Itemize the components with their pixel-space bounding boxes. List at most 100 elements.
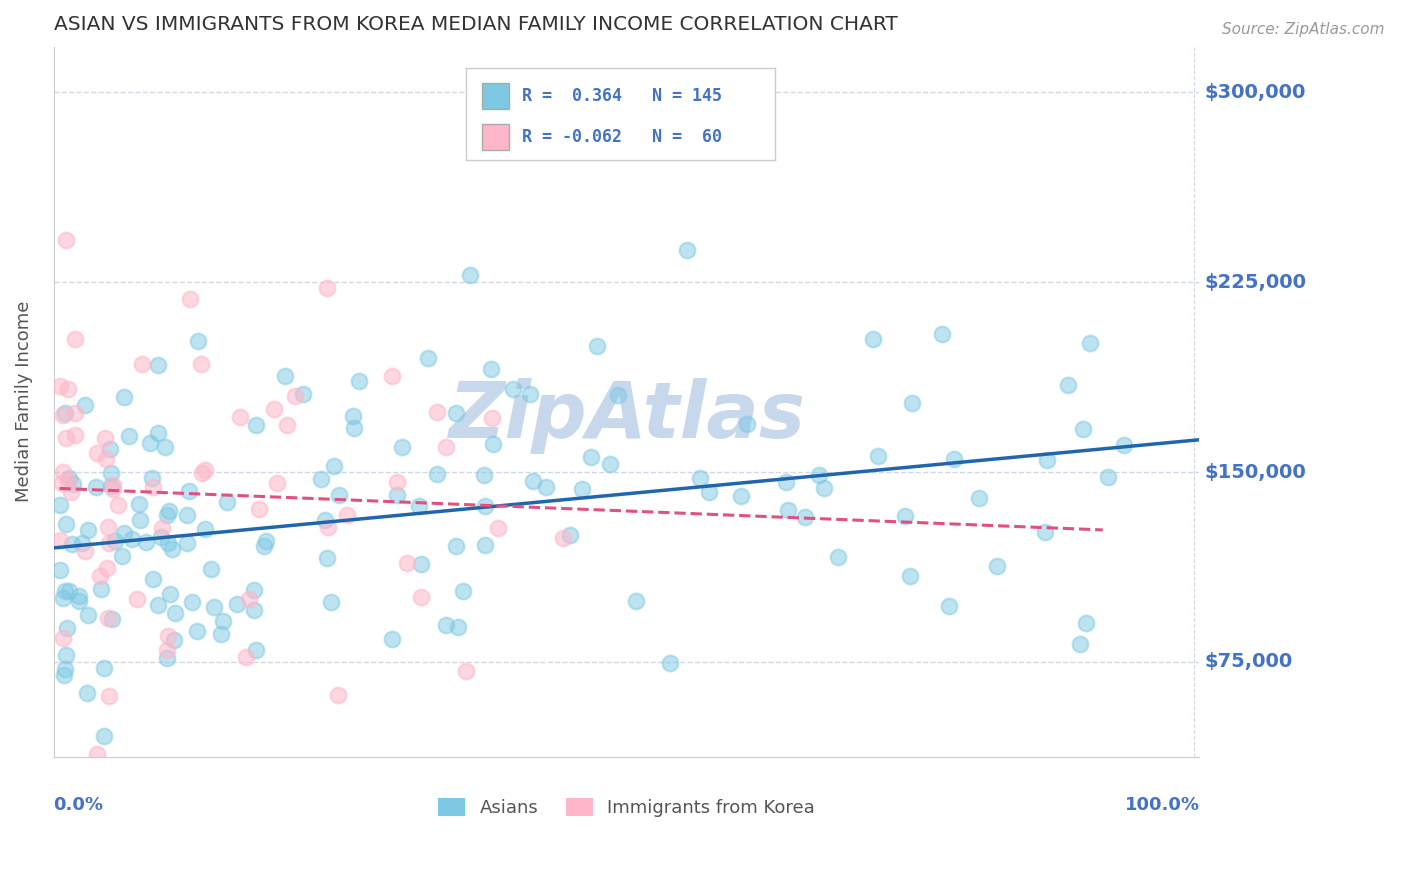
Point [101, 482, 124, 496]
Point [73, 398, 96, 412]
Point [65, 428, 87, 442]
Point [1112, 438, 1135, 452]
Point [97, 520, 120, 534]
Point [142, 480, 165, 494]
Point [52, 465, 75, 479]
Point [326, 689, 349, 703]
Point [451, 584, 474, 599]
Point [502, 382, 524, 396]
Point [156, 536, 179, 550]
Point [898, 568, 921, 582]
Point [599, 457, 621, 471]
Point [163, 606, 186, 620]
Point [426, 467, 449, 481]
Point [813, 481, 835, 495]
Point [385, 475, 408, 489]
Point [89, 569, 111, 583]
Point [252, 539, 274, 553]
Point [254, 534, 277, 549]
Point [56, 621, 79, 635]
Point [94, 451, 117, 466]
Point [245, 643, 267, 657]
Point [101, 611, 124, 625]
Point [245, 417, 267, 432]
Point [314, 513, 336, 527]
Point [150, 520, 173, 534]
Point [986, 558, 1008, 573]
Point [434, 440, 457, 454]
Point [63, 407, 86, 421]
Point [181, 595, 204, 609]
Point [55, 407, 77, 421]
Point [141, 471, 163, 485]
Point [1033, 524, 1056, 539]
Point [98, 536, 121, 550]
Point [1097, 470, 1119, 484]
Point [53, 583, 76, 598]
Point [335, 508, 357, 523]
Point [454, 664, 477, 678]
Point [273, 369, 295, 384]
Point [409, 590, 432, 604]
Point [70, 536, 93, 550]
Text: Source: ZipAtlas.com: Source: ZipAtlas.com [1222, 22, 1385, 37]
Point [1074, 615, 1097, 630]
Point [901, 395, 924, 409]
Point [676, 243, 699, 257]
Point [328, 488, 350, 502]
Point [697, 484, 720, 499]
Point [186, 624, 208, 638]
Point [775, 475, 797, 489]
Point [100, 479, 122, 493]
Point [266, 475, 288, 490]
Point [159, 587, 181, 601]
Point [1078, 336, 1101, 351]
Point [176, 535, 198, 549]
Point [58, 383, 80, 397]
Point [624, 594, 647, 608]
Point [606, 388, 628, 402]
Point [408, 499, 430, 513]
Point [160, 542, 183, 557]
Point [209, 627, 232, 641]
Point [827, 549, 849, 564]
Point [97, 689, 120, 703]
Point [157, 630, 180, 644]
Point [969, 491, 991, 505]
Point [776, 503, 799, 517]
Point [93, 661, 115, 675]
Point [53, 662, 76, 676]
Point [894, 508, 917, 523]
Point [730, 489, 752, 503]
Point [76, 686, 98, 700]
Point [52, 631, 75, 645]
Point [347, 374, 370, 388]
Point [77, 608, 100, 623]
Point [176, 508, 198, 522]
Point [157, 504, 180, 518]
Point [391, 440, 413, 454]
Point [659, 657, 682, 671]
Point [179, 293, 201, 307]
Point [112, 390, 135, 404]
Point [200, 562, 222, 576]
Point [579, 450, 602, 464]
Point [247, 502, 270, 516]
Point [156, 651, 179, 665]
Point [128, 497, 150, 511]
Point [522, 474, 544, 488]
Point [291, 387, 314, 401]
Point [479, 362, 502, 376]
Point [434, 617, 457, 632]
Point [315, 551, 337, 566]
Point [486, 520, 509, 534]
Point [142, 572, 165, 586]
Point [58, 584, 80, 599]
Point [558, 528, 581, 542]
Point [444, 539, 467, 553]
Point [689, 471, 711, 485]
Point [75, 543, 97, 558]
Point [242, 602, 264, 616]
Point [58, 471, 80, 485]
Point [735, 417, 758, 432]
